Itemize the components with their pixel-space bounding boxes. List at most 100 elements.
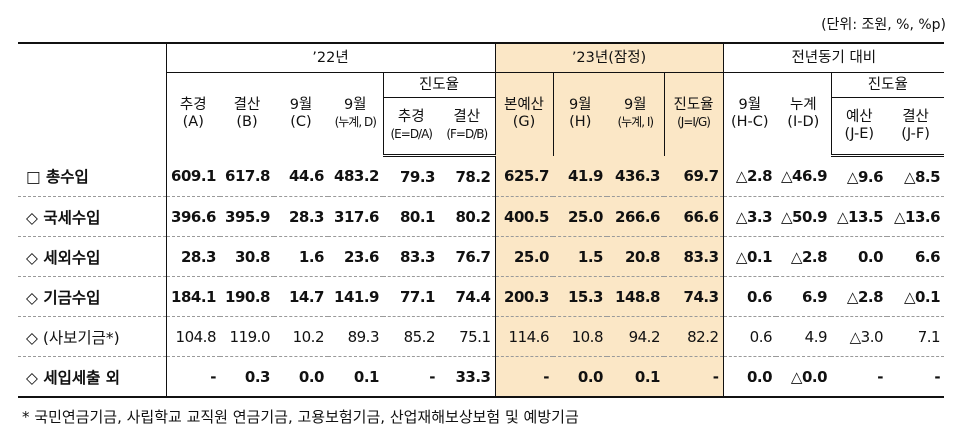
col-header: 9월 (H) — [552, 72, 607, 156]
table-cell: △9.6 — [831, 155, 888, 197]
col-header: 9월 (C) — [274, 72, 328, 156]
table-cell: 25.0 — [494, 236, 553, 277]
table-cell: 114.6 — [494, 316, 553, 357]
table-cell: 28.3 — [274, 196, 328, 237]
table-cell: 200.3 — [494, 276, 553, 317]
table-cell: 7.1 — [887, 316, 945, 357]
table-cell: △3.0 — [831, 316, 888, 357]
group-header-23: ’23년(잠정) — [494, 42, 724, 73]
table-cell: 83.3 — [383, 236, 439, 277]
table-cell: 20.8 — [607, 236, 664, 277]
table-cell: 85.2 — [383, 316, 439, 357]
table-cell: 0.6 — [722, 276, 777, 317]
table-cell: 75.1 — [439, 316, 495, 357]
row-label: ◇ 세외수입 — [18, 236, 167, 277]
col-header: 9월 (누계, D) — [328, 72, 383, 156]
table-cell: 80.2 — [439, 196, 495, 237]
row-label: ◇ 세입세출 외 — [18, 356, 167, 398]
table-cell: 77.1 — [383, 276, 439, 317]
table-cell: △2.8 — [831, 276, 888, 317]
table-cell: 0.0 — [553, 356, 607, 398]
table-cell: 400.5 — [494, 196, 553, 237]
table-cell: 104.8 — [166, 316, 220, 357]
col-header: 진도율 (J=I/G) — [663, 72, 724, 156]
table-cell: 66.6 — [664, 196, 724, 237]
table-cell: 483.2 — [328, 155, 383, 197]
table-cell: 266.6 — [607, 196, 664, 237]
table-cell: - — [664, 356, 724, 398]
table-cell: 4.9 — [776, 316, 832, 357]
col-header: 예산 (J-E) — [830, 97, 888, 157]
group-header-22: ’22년 — [165, 42, 495, 73]
table-cell: 33.3 — [439, 356, 495, 398]
table-cell: 83.3 — [664, 236, 724, 277]
table-cell: 190.8 — [220, 276, 274, 317]
table-row: □ 총수입 609.1 617.8 44.6 483.2 79.3 78.2 625.7 41.… — [18, 155, 945, 197]
table-cell: 1.5 — [553, 236, 607, 277]
row-label: ◇ 기금수입 — [18, 276, 167, 317]
table-cell: 0.0 — [722, 356, 777, 398]
unit-note: (단위: 조원, %, %p) — [821, 17, 946, 33]
col-header: 추경 (A) — [165, 72, 220, 156]
table-cell: - — [383, 356, 439, 398]
table-cell: 0.1 — [607, 356, 664, 398]
table-cell: △13.5 — [831, 196, 888, 237]
table-cell: 119.0 — [220, 316, 274, 357]
table-cell: 317.6 — [328, 196, 383, 237]
table-cell: △8.5 — [887, 155, 945, 197]
table-cell: 30.8 — [220, 236, 274, 277]
table-cell: 625.7 — [494, 155, 553, 197]
table-cell: △50.9 — [776, 196, 832, 237]
table-row: ◇ 세입세출 외 -0.3 0.0 0.1-33.3-0.0 0.1-0.0 △0.0- - — [18, 356, 945, 398]
table-cell: 148.8 — [607, 276, 664, 317]
table-cell: 23.6 — [328, 236, 383, 277]
progress-header-22: 진도율 — [382, 72, 495, 98]
table-cell: △46.9 — [776, 155, 832, 197]
table-cell: 184.1 — [166, 276, 220, 317]
table-cell: 69.7 — [664, 155, 724, 197]
table-cell: 15.3 — [553, 276, 607, 317]
col-header: 결산 (B) — [220, 72, 274, 156]
table-cell: 41.9 — [553, 155, 607, 197]
col-header: 본예산 (G) — [494, 72, 553, 156]
table-cell: 14.7 — [274, 276, 328, 317]
table-cell: △3.3 — [722, 196, 777, 237]
table-cell: 0.6 — [722, 316, 777, 357]
table-cell: △0.0 — [776, 356, 832, 398]
table-cell: 0.0 — [274, 356, 328, 398]
table-cell: - — [494, 356, 553, 398]
table-cell: 396.6 — [166, 196, 220, 237]
table-cell: 28.3 — [166, 236, 220, 277]
table-cell: 6.9 — [776, 276, 832, 317]
col-header: 9월 (누계, I) — [607, 72, 664, 156]
table-cell: △2.8 — [776, 236, 832, 277]
table-row: ◇ 세외수입 28.3 30.8 1.6 23.6 83.3 76.7 25.0 1.5 20.8… — [18, 236, 945, 277]
table-cell: 44.6 — [274, 155, 328, 197]
table-row: ◇ 국세수입 396.6 395.9 28.3 317.6 80.1 80.2 400.5 25… — [18, 196, 945, 237]
table-cell: 141.9 — [328, 276, 383, 317]
table-cell: 0.0 — [831, 236, 888, 277]
table-cell: 80.1 — [383, 196, 439, 237]
table-cell: 78.2 — [439, 155, 495, 197]
table-cell: △0.1 — [887, 276, 945, 317]
table-cell: 436.3 — [607, 155, 664, 197]
table-cell: 89.3 — [328, 316, 383, 357]
row-label: ◇ 국세수입 — [18, 196, 167, 237]
table-cell: 609.1 — [166, 155, 220, 197]
progress-header-yoy: 진도율 — [830, 72, 945, 98]
table-cell: △2.8 — [722, 155, 777, 197]
table-cell: - — [166, 356, 220, 398]
table-cell: 25.0 — [553, 196, 607, 237]
table-cell: 76.7 — [439, 236, 495, 277]
table-cell: 10.8 — [553, 316, 607, 357]
table-cell: 74.3 — [664, 276, 724, 317]
table-cell: 0.1 — [328, 356, 383, 398]
table-cell: △0.1 — [722, 236, 777, 277]
col-header: 누계 (I-D) — [776, 72, 832, 156]
table-body: □ 총수입 609.1 617.8 44.6 483.2 79.3 78.2 625.7 41.… — [18, 155, 945, 398]
table-cell: 74.4 — [439, 276, 495, 317]
table-cell: △13.6 — [887, 196, 945, 237]
group-header-yoy: 전년동기 대비 — [722, 42, 945, 73]
table-cell: - — [887, 356, 945, 398]
col-header: 추경 (E=D/A) — [382, 97, 439, 157]
